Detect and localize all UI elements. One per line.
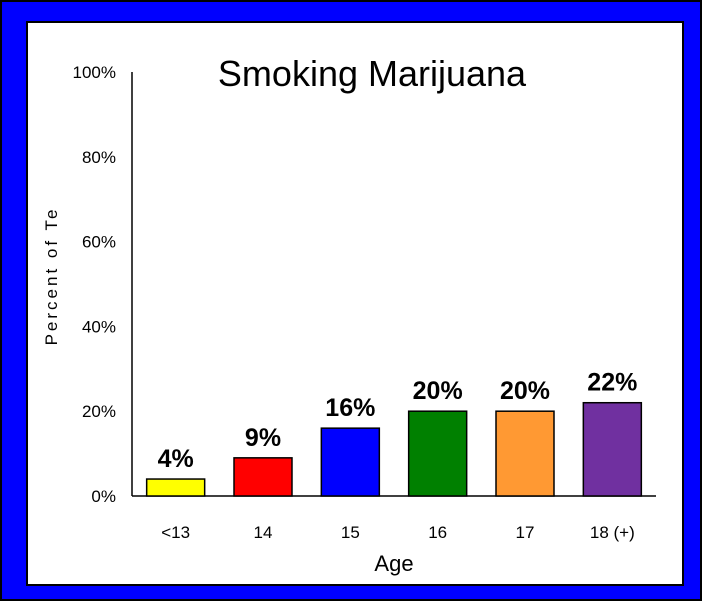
bar (320, 427, 381, 497)
y-tick-label: 80% (82, 148, 116, 167)
y-tick-label: 0% (91, 487, 116, 506)
bar (407, 410, 468, 497)
y-axis-label: Percent of Te (42, 207, 61, 346)
data-label: 4% (158, 445, 194, 473)
data-labels: 4% 9% 16% 20% 20% 22% (158, 369, 638, 473)
bar (495, 410, 555, 497)
y-tick-label: 60% (82, 233, 116, 252)
data-label: 20% (413, 377, 463, 405)
x-tick-label: 14 (254, 523, 273, 542)
data-label: 9% (245, 424, 281, 452)
data-label: 20% (500, 377, 550, 405)
x-axis-label: Age (374, 551, 413, 576)
y-tick-label: 20% (82, 402, 116, 421)
bar (582, 401, 643, 497)
x-tick-label: 17 (516, 523, 535, 542)
x-tick-label: 15 (341, 523, 360, 542)
bar (233, 457, 293, 497)
bars (145, 401, 643, 497)
x-tick-label: 16 (428, 523, 447, 542)
x-tick-label: <13 (161, 523, 190, 542)
x-tick-label: 18 (+) (590, 523, 635, 542)
chart-title: Smoking Marijuana (218, 53, 527, 94)
x-ticks: <13 14 15 16 17 18 (+) (161, 523, 635, 542)
y-tick-label: 40% (82, 317, 116, 336)
data-label: 16% (325, 394, 375, 422)
y-tick-label: 100% (73, 63, 116, 82)
y-ticks: 0% 20% 40% 60% 80% 100% (73, 63, 116, 506)
bar (145, 478, 206, 497)
data-label: 22% (587, 369, 637, 397)
